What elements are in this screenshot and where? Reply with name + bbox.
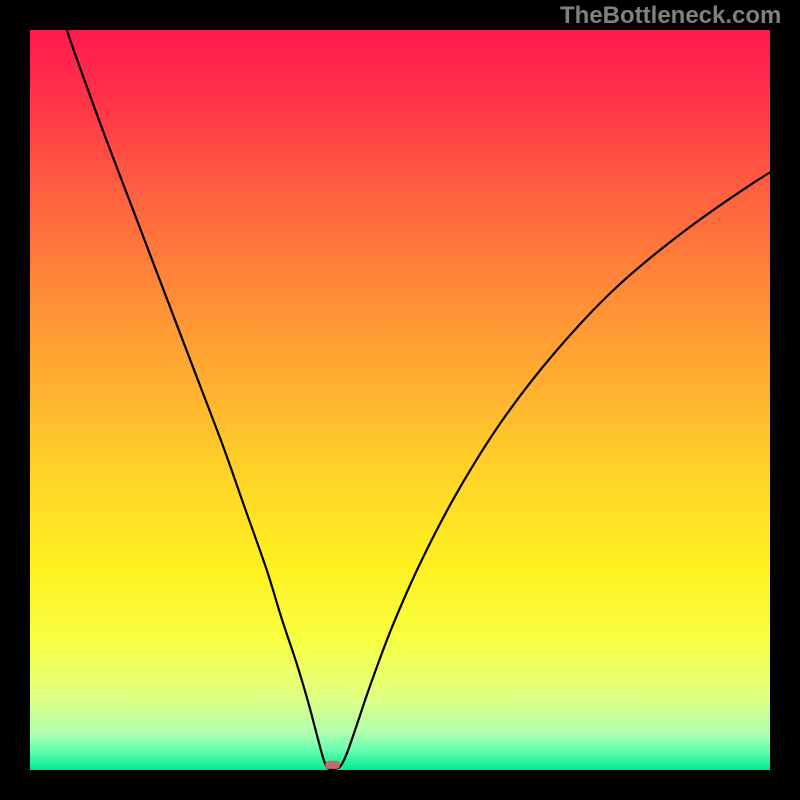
chart-svg xyxy=(30,30,770,770)
optimal-point-marker xyxy=(325,761,340,769)
chart-plot-area xyxy=(30,30,770,770)
chart-background-gradient xyxy=(30,30,770,770)
watermark-text: TheBottleneck.com xyxy=(560,2,781,30)
